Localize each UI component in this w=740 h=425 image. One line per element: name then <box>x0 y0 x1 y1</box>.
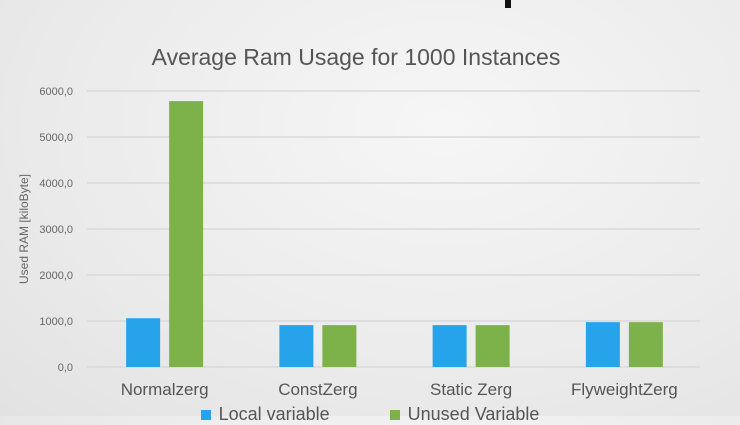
x-tick-label: Static Zerg <box>430 380 512 399</box>
bar-chart: 0,0 1000,0 2000,0 3000,0 4000,0 5000,0 6000,0 U… <box>17 86 700 399</box>
chart-title: Average Ram Usage for 1000 Instances <box>151 44 561 70</box>
y-tick-label: 6000,0 <box>39 86 73 98</box>
legend-label: Unused Variable <box>407 404 540 424</box>
legend-label: Local variable <box>218 404 330 424</box>
bar-normalzerg-1 <box>169 101 204 368</box>
legend-swatch <box>200 410 211 420</box>
x-tick-label: ConstZerg <box>278 380 357 399</box>
legend-item-0: Local variable <box>200 404 330 425</box>
x-tick-label: FlyweightZerg <box>571 380 678 399</box>
y-tick-label: 0,0 <box>58 362 73 374</box>
bar-static-zerg-1 <box>475 325 510 367</box>
bar-constzerg-1 <box>322 325 357 367</box>
bar-static-zerg-0 <box>432 325 467 367</box>
bar-flyweightzerg-1 <box>628 322 663 367</box>
y-tick-label: 4000,0 <box>39 178 73 190</box>
y-tick-label: 5000,0 <box>39 132 73 144</box>
bar-flyweightzerg-0 <box>585 322 620 367</box>
y-axis-label: Used RAM [kiloByte] <box>17 174 31 284</box>
x-tick-label: Normalzerg <box>121 380 209 399</box>
legend: Local variable Unused Variable <box>0 404 740 425</box>
y-tick-label: 1000,0 <box>39 316 73 328</box>
y-tick-label: 3000,0 <box>39 224 73 236</box>
slide-title-fragment <box>505 0 511 8</box>
legend-swatch <box>389 410 400 420</box>
y-tick-label: 2000,0 <box>39 270 73 282</box>
legend-item-1: Unused Variable <box>389 404 540 425</box>
bar-constzerg-0 <box>279 325 314 367</box>
bar-normalzerg-0 <box>126 318 161 367</box>
